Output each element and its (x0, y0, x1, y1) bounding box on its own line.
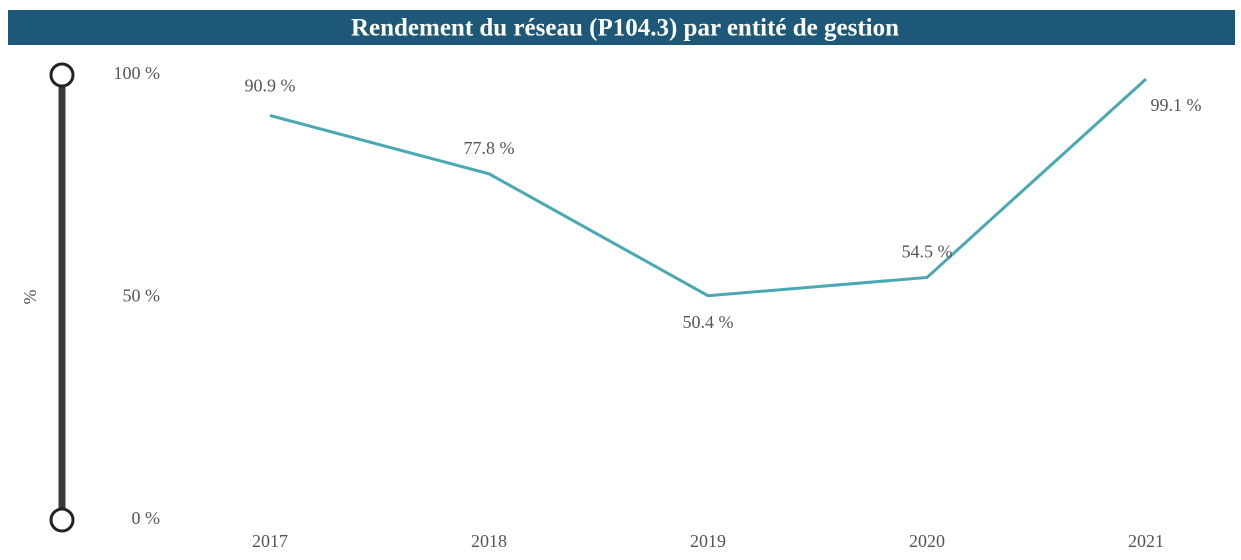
y-axis-handle (49, 507, 75, 533)
chart-title: Rendement du réseau (P104.3) par entité … (351, 15, 899, 42)
line (269, 77, 1148, 298)
x-tick-label: 2017 (252, 531, 288, 551)
y-tick-label: 50 % (123, 286, 161, 306)
title-bar (8, 10, 1235, 45)
y-tick-label: 0 % (132, 508, 161, 528)
data-label: 99.1 % (1151, 95, 1202, 115)
data-label: 54.5 % (902, 242, 953, 262)
x-tick-label: 2020 (909, 531, 945, 551)
data-label: 90.9 % (245, 76, 296, 96)
x-tick-label: 2021 (1128, 531, 1164, 551)
x-tick-label: 2018 (471, 531, 507, 551)
data-label: 50.4 % (683, 312, 734, 332)
x-tick-label: 2019 (690, 531, 726, 551)
y-tick-label: 100 % (114, 63, 161, 83)
y-axis-label: % (20, 290, 40, 305)
y-axis-handle (49, 62, 75, 88)
data-label: 77.8 % (464, 138, 515, 158)
